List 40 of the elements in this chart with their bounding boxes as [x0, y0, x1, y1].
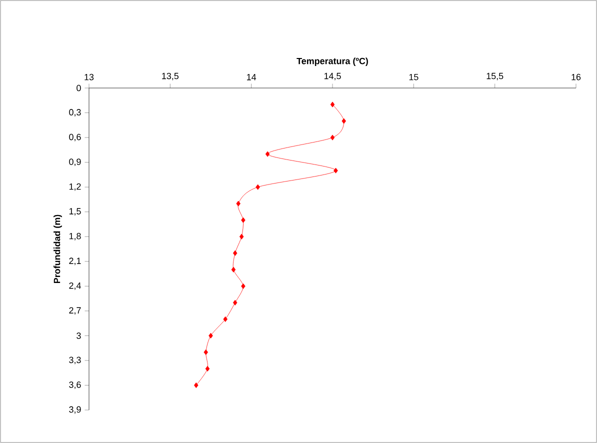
- point: [330, 134, 335, 140]
- point: [265, 151, 270, 157]
- y-tick-label: 2,4: [69, 282, 81, 290]
- x-tick-label: 14: [247, 74, 256, 80]
- y-tick-label: 1,8: [69, 232, 81, 240]
- x-tick-label: 15: [409, 74, 418, 80]
- y-tick-label: 0,6: [69, 134, 81, 142]
- point: [334, 168, 338, 174]
- y-tick-label: 2,1: [69, 258, 81, 266]
- x-tick-label: 16: [572, 74, 581, 80]
- y-axis-title: Profundidad (m): [54, 214, 62, 284]
- y-tick-label: 2,7: [69, 307, 81, 315]
- y-tick-label: 3,6: [69, 382, 81, 389]
- y-tick-label: 3: [76, 332, 81, 339]
- y-tick-label: 0: [76, 84, 81, 92]
- x-tick-label: 15,5: [486, 72, 504, 80]
- y-tick-label: 0,9: [69, 158, 81, 166]
- y-tick-label: 0,3: [69, 109, 81, 116]
- y-tick-label: 1,2: [69, 183, 81, 191]
- y-tick-label: 3,3: [69, 356, 81, 364]
- y-tick-label: 3,9: [69, 406, 81, 414]
- point: [256, 184, 260, 190]
- y-tick-label: 1,5: [69, 208, 81, 216]
- point: [236, 200, 240, 206]
- point: [231, 266, 236, 272]
- point: [342, 118, 346, 124]
- point: [208, 332, 213, 338]
- x-axis-title: Temperatura (ºC): [296, 58, 368, 66]
- x-tick-label: 13: [84, 74, 94, 80]
- point: [205, 366, 210, 372]
- point: [239, 234, 244, 240]
- point: [330, 102, 335, 108]
- point: [232, 250, 238, 256]
- point: [241, 217, 246, 223]
- x-tick-label: 13,5: [162, 72, 179, 80]
- point: [223, 316, 228, 322]
- point: [241, 283, 246, 289]
- x-tick-label: 14,5: [324, 72, 341, 80]
- point: [204, 349, 208, 355]
- point: [232, 300, 238, 306]
